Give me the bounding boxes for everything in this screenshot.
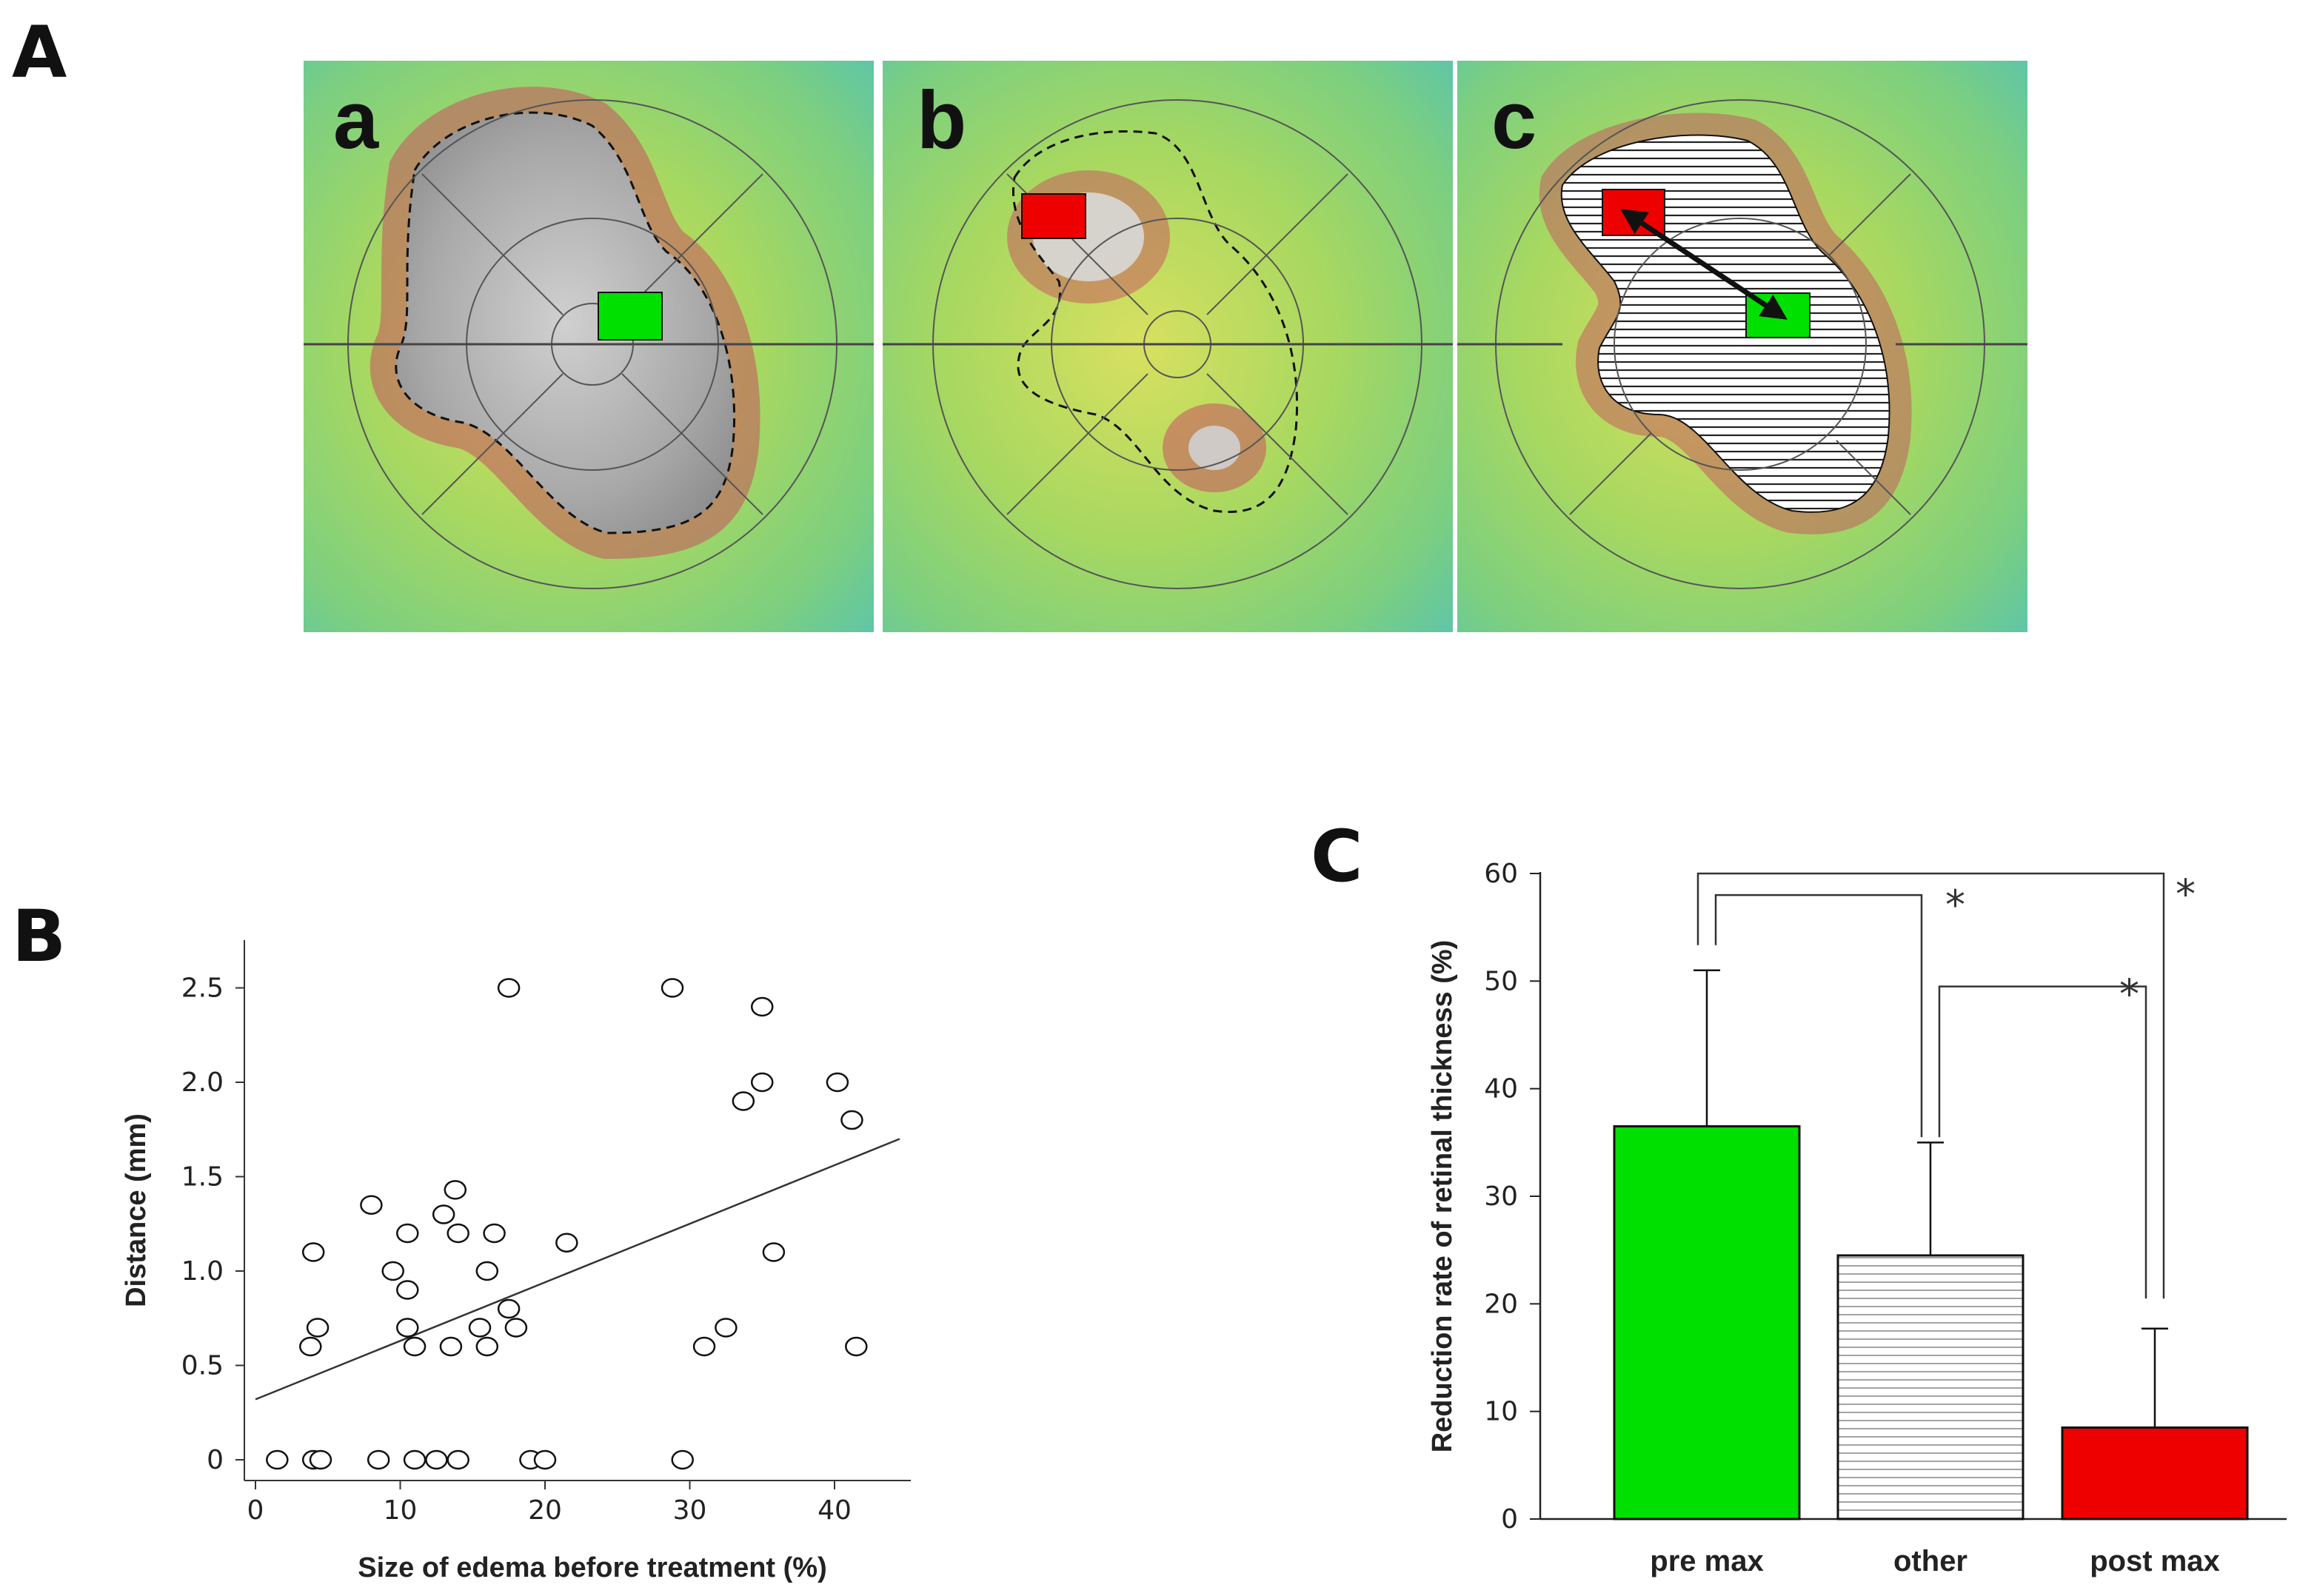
data-point bbox=[845, 1336, 868, 1357]
data-point bbox=[533, 1449, 557, 1470]
panel-c-label: C bbox=[1311, 815, 1363, 898]
data-point bbox=[306, 1318, 330, 1338]
significance-star: * bbox=[2176, 871, 2196, 918]
data-point bbox=[396, 1318, 419, 1338]
significance-bracket bbox=[1696, 872, 2165, 1299]
fundus-panel-c bbox=[1457, 61, 2027, 632]
category-label: other bbox=[1893, 1545, 1967, 1577]
subpanel-c-label: c bbox=[1491, 75, 1537, 166]
y-tick-label: 60 bbox=[1484, 859, 1518, 889]
data-point bbox=[299, 1336, 322, 1357]
x-tick-label: 10 bbox=[384, 1495, 418, 1526]
data-point bbox=[439, 1336, 463, 1357]
subpanel-a-label: a bbox=[333, 75, 379, 166]
data-point bbox=[497, 978, 521, 998]
y-axis-label: Distance (mm) bbox=[121, 1113, 152, 1307]
data-point bbox=[483, 1223, 506, 1244]
data-point bbox=[475, 1336, 499, 1357]
panel-a-label: A bbox=[12, 11, 67, 94]
data-point bbox=[381, 1261, 404, 1281]
y-tick-label: 2.5 bbox=[181, 973, 224, 1004]
data-point bbox=[661, 978, 684, 998]
data-point bbox=[447, 1223, 469, 1244]
x-axis-label: Size of edema before treatment (%) bbox=[358, 1552, 826, 1583]
data-point bbox=[309, 1449, 332, 1470]
data-point bbox=[732, 1091, 755, 1111]
data-point bbox=[826, 1072, 849, 1093]
data-point bbox=[751, 996, 774, 1017]
data-point bbox=[504, 1318, 528, 1338]
data-point bbox=[468, 1318, 492, 1338]
category-label: post max bbox=[2090, 1545, 2220, 1577]
y-tick-label: 20 bbox=[1484, 1289, 1518, 1319]
data-point bbox=[751, 1072, 774, 1093]
y-tick-label: 10 bbox=[1484, 1397, 1518, 1427]
subpanel-b-label: b bbox=[917, 75, 966, 166]
data-point bbox=[447, 1449, 469, 1470]
significance-star: * bbox=[2119, 971, 2139, 1018]
scatter-chart: 0 10 20 30 40 0 0.5 1.0 1.5 2.0 2.5 Size of edema b… bbox=[121, 940, 911, 1583]
data-point bbox=[425, 1449, 448, 1470]
y-tick-label: 0 bbox=[207, 1445, 224, 1475]
data-point bbox=[360, 1195, 383, 1215]
post-max-box-b bbox=[1021, 193, 1086, 239]
distance-arrow bbox=[1620, 209, 1788, 320]
category-label: pre max bbox=[1650, 1545, 1763, 1577]
bar-other bbox=[1836, 1254, 2024, 1520]
y-tick-label: 0.5 bbox=[181, 1351, 224, 1381]
data-point bbox=[715, 1318, 738, 1338]
data-point bbox=[367, 1449, 390, 1470]
data-point bbox=[403, 1336, 427, 1357]
y-tick-label: 1.5 bbox=[181, 1162, 224, 1193]
fundus-panel-b bbox=[883, 61, 1453, 632]
data-point bbox=[497, 1298, 521, 1319]
data-point bbox=[396, 1280, 419, 1300]
y-tick-label: 30 bbox=[1484, 1181, 1518, 1212]
regression-line bbox=[255, 1138, 900, 1401]
data-point bbox=[444, 1180, 467, 1200]
fundus-panel-a bbox=[304, 61, 874, 632]
data-point bbox=[266, 1449, 289, 1470]
bar-pre-max bbox=[1613, 1125, 1801, 1520]
x-tick-label: 40 bbox=[818, 1495, 852, 1526]
data-point bbox=[475, 1261, 499, 1281]
data-point bbox=[762, 1242, 786, 1262]
data-point bbox=[396, 1223, 419, 1244]
panel-b-label: B bbox=[12, 895, 66, 978]
y-tick-label: 40 bbox=[1484, 1074, 1518, 1104]
data-point bbox=[301, 1242, 325, 1262]
data-point bbox=[671, 1449, 694, 1470]
data-point bbox=[840, 1110, 863, 1130]
y-tick-label: 50 bbox=[1484, 966, 1518, 996]
significance-star: * bbox=[1945, 882, 1965, 928]
post-max-box-c bbox=[1602, 189, 1665, 236]
x-tick-label: 0 bbox=[247, 1495, 264, 1526]
y-tick-label: 0 bbox=[1501, 1504, 1518, 1535]
data-point bbox=[692, 1336, 716, 1357]
significance-bracket bbox=[1714, 893, 1923, 1138]
data-point bbox=[432, 1204, 455, 1224]
significance-bracket bbox=[1938, 985, 2147, 1299]
x-tick-label: 20 bbox=[528, 1495, 562, 1526]
pre-max-box-a bbox=[598, 292, 663, 341]
y-tick-label: 2.0 bbox=[181, 1067, 224, 1098]
bar-chart: 0 10 20 30 40 50 60 Reduction rate of retinal t… bbox=[1427, 859, 2287, 1577]
y-axis-label: Reduction rate of retinal thickness (%) bbox=[1427, 940, 1458, 1453]
x-tick-label: 30 bbox=[673, 1495, 707, 1526]
data-point bbox=[555, 1233, 578, 1253]
y-tick-label: 1.0 bbox=[181, 1256, 224, 1287]
bar-post-max bbox=[2061, 1426, 2249, 1520]
data-point bbox=[403, 1449, 427, 1470]
